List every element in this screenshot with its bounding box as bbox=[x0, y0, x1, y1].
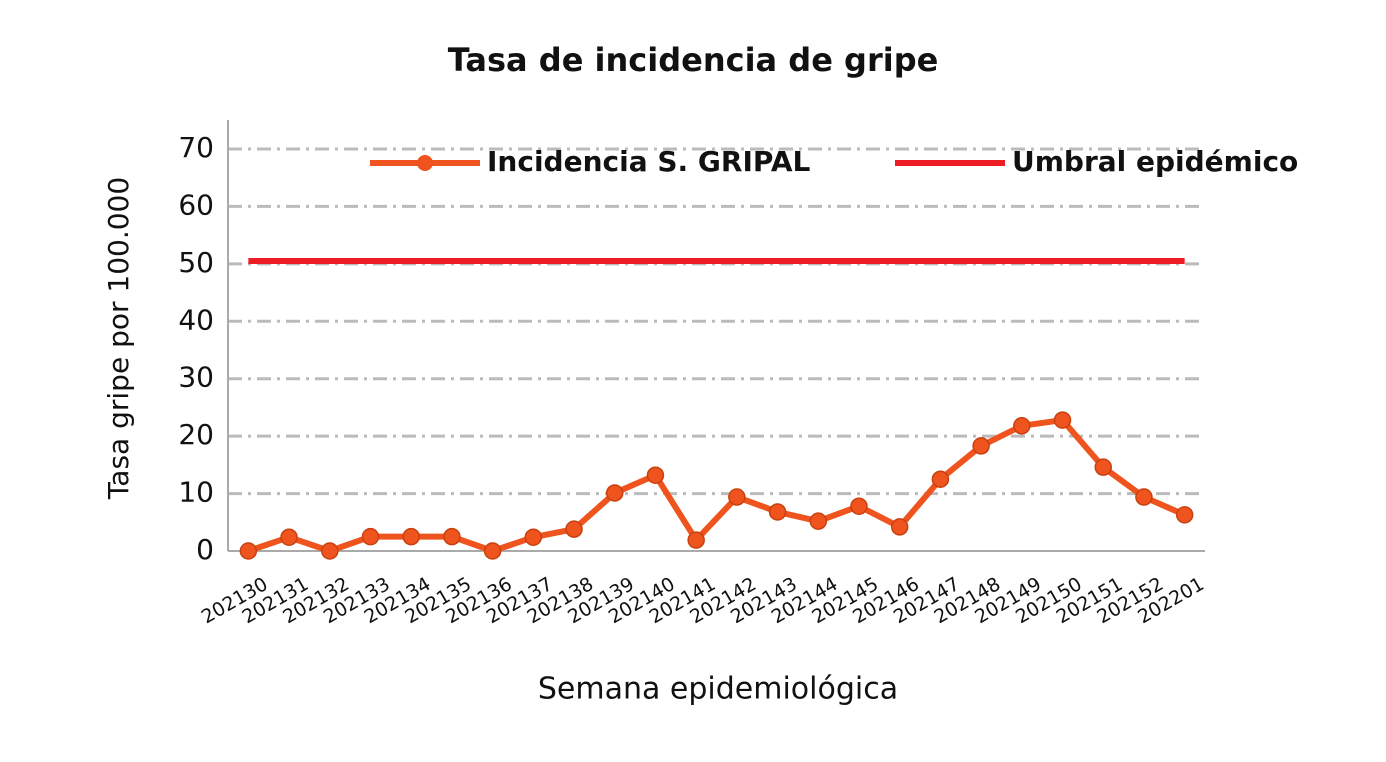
marker bbox=[728, 488, 746, 506]
y-tick-label: 20 bbox=[178, 418, 214, 451]
marker bbox=[321, 542, 339, 560]
x-axis-label: Semana epidemiológica bbox=[538, 672, 898, 707]
marker bbox=[687, 531, 705, 549]
y-tick-label: 30 bbox=[178, 361, 214, 394]
marker bbox=[972, 437, 990, 455]
marker bbox=[443, 527, 461, 546]
marker bbox=[1053, 411, 1072, 429]
legend-label: Incidencia S. GRIPAL bbox=[487, 145, 810, 178]
chart-title: Tasa de incidencia de gripe bbox=[448, 41, 939, 79]
legend-marker bbox=[417, 155, 433, 171]
marker bbox=[361, 527, 380, 546]
y-tick-label: 50 bbox=[178, 246, 214, 279]
y-tick-label: 70 bbox=[178, 131, 214, 164]
marker bbox=[768, 503, 787, 521]
marker bbox=[402, 527, 420, 546]
marker bbox=[239, 542, 258, 560]
marker bbox=[1135, 488, 1153, 506]
marker bbox=[524, 528, 543, 546]
marker bbox=[565, 520, 583, 538]
y-axis-label: Tasa gripe por 100.000 bbox=[102, 177, 135, 500]
marker bbox=[1013, 417, 1031, 435]
marker bbox=[483, 542, 502, 560]
marker bbox=[1175, 506, 1194, 524]
y-tick-label: 60 bbox=[178, 188, 214, 221]
marker bbox=[280, 528, 298, 546]
marker bbox=[646, 466, 665, 484]
marker bbox=[605, 484, 624, 502]
marker bbox=[890, 518, 909, 536]
y-tick-label: 10 bbox=[178, 476, 214, 509]
y-tick-label: 0 bbox=[196, 533, 214, 566]
marker bbox=[931, 470, 950, 488]
marker bbox=[809, 512, 828, 530]
legend-label: Umbral epidémico bbox=[1012, 145, 1298, 178]
marker bbox=[1094, 458, 1112, 476]
marker bbox=[850, 497, 868, 515]
y-tick-label: 40 bbox=[178, 303, 214, 336]
series-line bbox=[247, 417, 1186, 554]
